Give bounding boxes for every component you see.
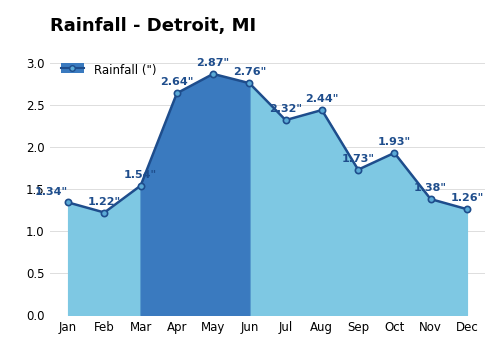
- Text: 2.44": 2.44": [305, 94, 338, 104]
- Text: 1.38": 1.38": [414, 183, 447, 193]
- Text: 1.22": 1.22": [88, 197, 121, 206]
- Text: Rainfall - Detroit, MI: Rainfall - Detroit, MI: [50, 17, 256, 35]
- Legend: Rainfall ("): Rainfall ("): [56, 59, 161, 81]
- Text: 1.34": 1.34": [35, 187, 68, 197]
- Text: 2.64": 2.64": [160, 77, 194, 88]
- Text: 2.32": 2.32": [269, 104, 302, 114]
- Text: 1.93": 1.93": [378, 137, 411, 147]
- Text: 1.73": 1.73": [342, 154, 374, 164]
- Text: 1.26": 1.26": [450, 193, 484, 203]
- Text: 2.87": 2.87": [196, 58, 230, 68]
- Text: 1.54": 1.54": [124, 170, 157, 180]
- Text: 2.76": 2.76": [233, 67, 266, 77]
